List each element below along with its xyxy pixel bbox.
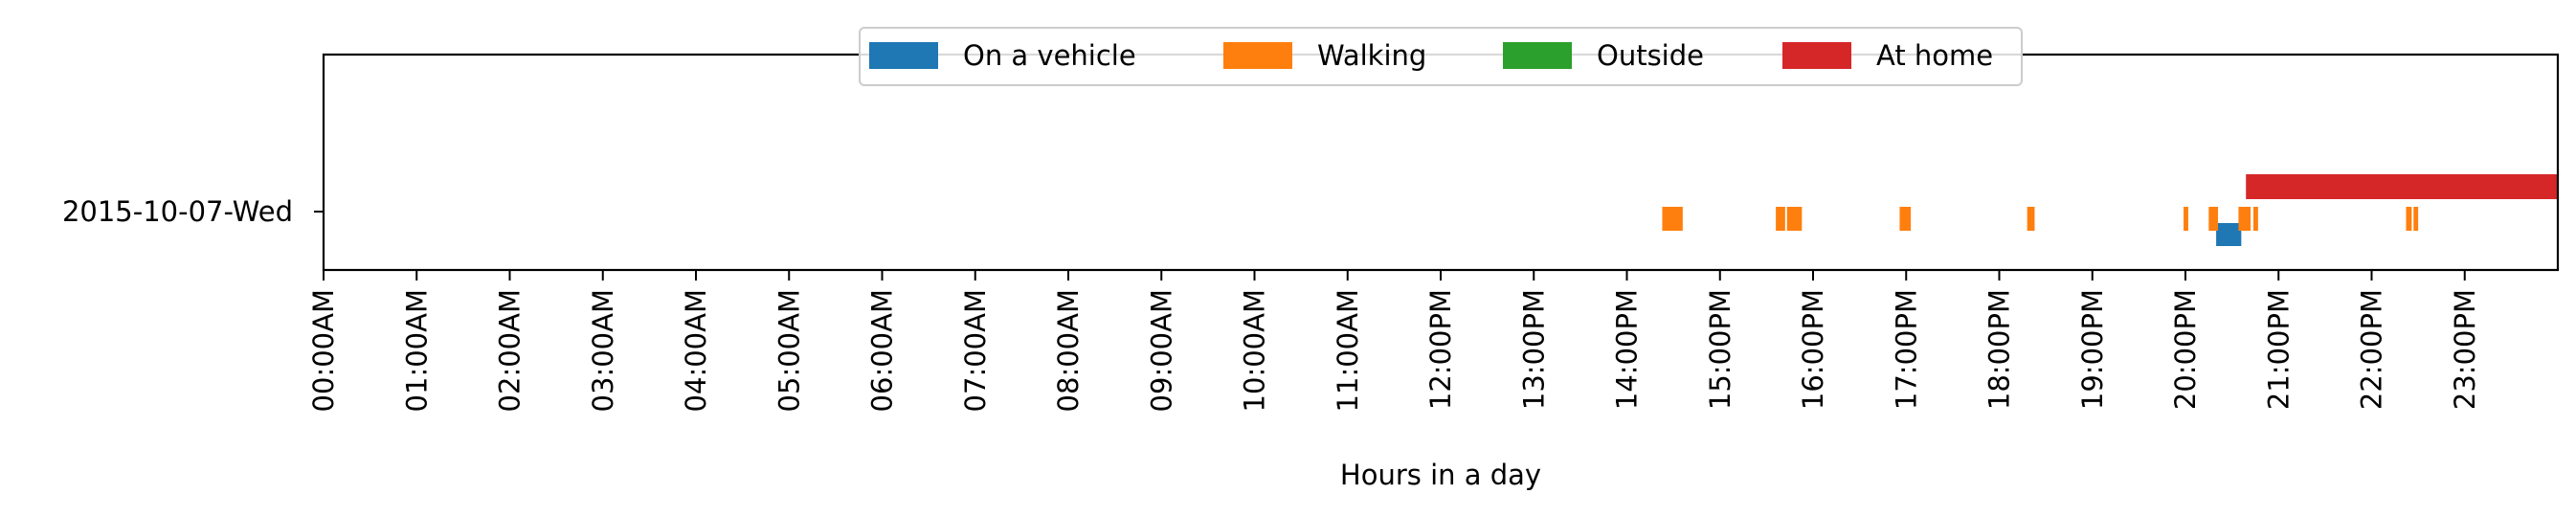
x-tick-label: 20:00PM xyxy=(2169,289,2202,410)
x-tick-label: 00:00AM xyxy=(307,289,340,412)
legend: On a vehicle Walking Outside At home xyxy=(859,27,2023,86)
legend-swatch-at-home xyxy=(1782,42,1851,69)
x-tick-label: 19:00PM xyxy=(2076,289,2109,410)
x-tick-label: 11:00AM xyxy=(1332,289,1364,412)
walking-bar xyxy=(2252,207,2258,231)
at-home-bar xyxy=(2246,174,2558,199)
x-tick-label: 23:00PM xyxy=(2449,289,2481,410)
x-tick-label: 16:00PM xyxy=(1797,289,1829,410)
x-axis-label: Hours in a day xyxy=(1340,459,1541,491)
x-tick-label: 09:00AM xyxy=(1145,289,1177,412)
x-tick-label: 07:00AM xyxy=(959,289,992,412)
activity-bars xyxy=(1662,174,2558,246)
x-tick-label: 05:00AM xyxy=(773,289,805,412)
x-tick-label: 18:00PM xyxy=(1983,289,2016,410)
legend-swatch-outside xyxy=(1503,42,1572,69)
x-tick-label: 15:00PM xyxy=(1704,289,1736,410)
x-tick-label: 14:00PM xyxy=(1611,289,1644,410)
y-axis: 2015-10-07-Wed xyxy=(62,195,324,228)
legend-swatch-walking xyxy=(1223,42,1292,69)
walking-bar xyxy=(2406,207,2412,231)
x-tick-label: 12:00PM xyxy=(1424,289,1457,410)
walking-bar xyxy=(1776,207,1785,231)
on-a-vehicle-bar xyxy=(2216,223,2242,246)
walking-bar xyxy=(2413,207,2419,231)
x-tick-label: 22:00PM xyxy=(2356,289,2388,410)
legend-label-outside: Outside xyxy=(1597,39,1704,72)
walking-bar xyxy=(1899,207,1912,231)
x-tick-label: 17:00PM xyxy=(1890,289,1922,410)
y-tick-label: 2015-10-07-Wed xyxy=(62,195,293,228)
legend-label-on-a-vehicle: On a vehicle xyxy=(963,39,1136,72)
walking-bar xyxy=(2238,207,2251,231)
x-tick-label: 03:00AM xyxy=(587,289,619,412)
x-tick-label: 10:00AM xyxy=(1239,289,1271,412)
x-tick-label: 04:00AM xyxy=(680,289,712,412)
x-axis: 00:00AM 01:00AM 02:00AM 03:00AM 04:00AM 05:00… xyxy=(307,270,2481,412)
walking-bar xyxy=(2184,207,2188,231)
walking-bar xyxy=(1786,207,1803,231)
legend-label-walking: Walking xyxy=(1317,39,1426,72)
walking-bar xyxy=(1662,207,1683,231)
legend-label-at-home: At home xyxy=(1876,39,1993,72)
x-tick-label: 08:00AM xyxy=(1052,289,1085,412)
walking-bar xyxy=(2027,207,2035,231)
legend-box xyxy=(859,27,2023,86)
x-tick-label: 01:00AM xyxy=(400,289,433,412)
x-tick-label: 06:00AM xyxy=(866,289,899,412)
x-tick-label: 02:00AM xyxy=(494,289,526,412)
x-tick-label: 13:00PM xyxy=(1517,289,1550,410)
legend-swatch-on-a-vehicle xyxy=(869,42,938,69)
walking-bar xyxy=(2208,207,2219,231)
x-tick-label: 21:00PM xyxy=(2262,289,2295,410)
